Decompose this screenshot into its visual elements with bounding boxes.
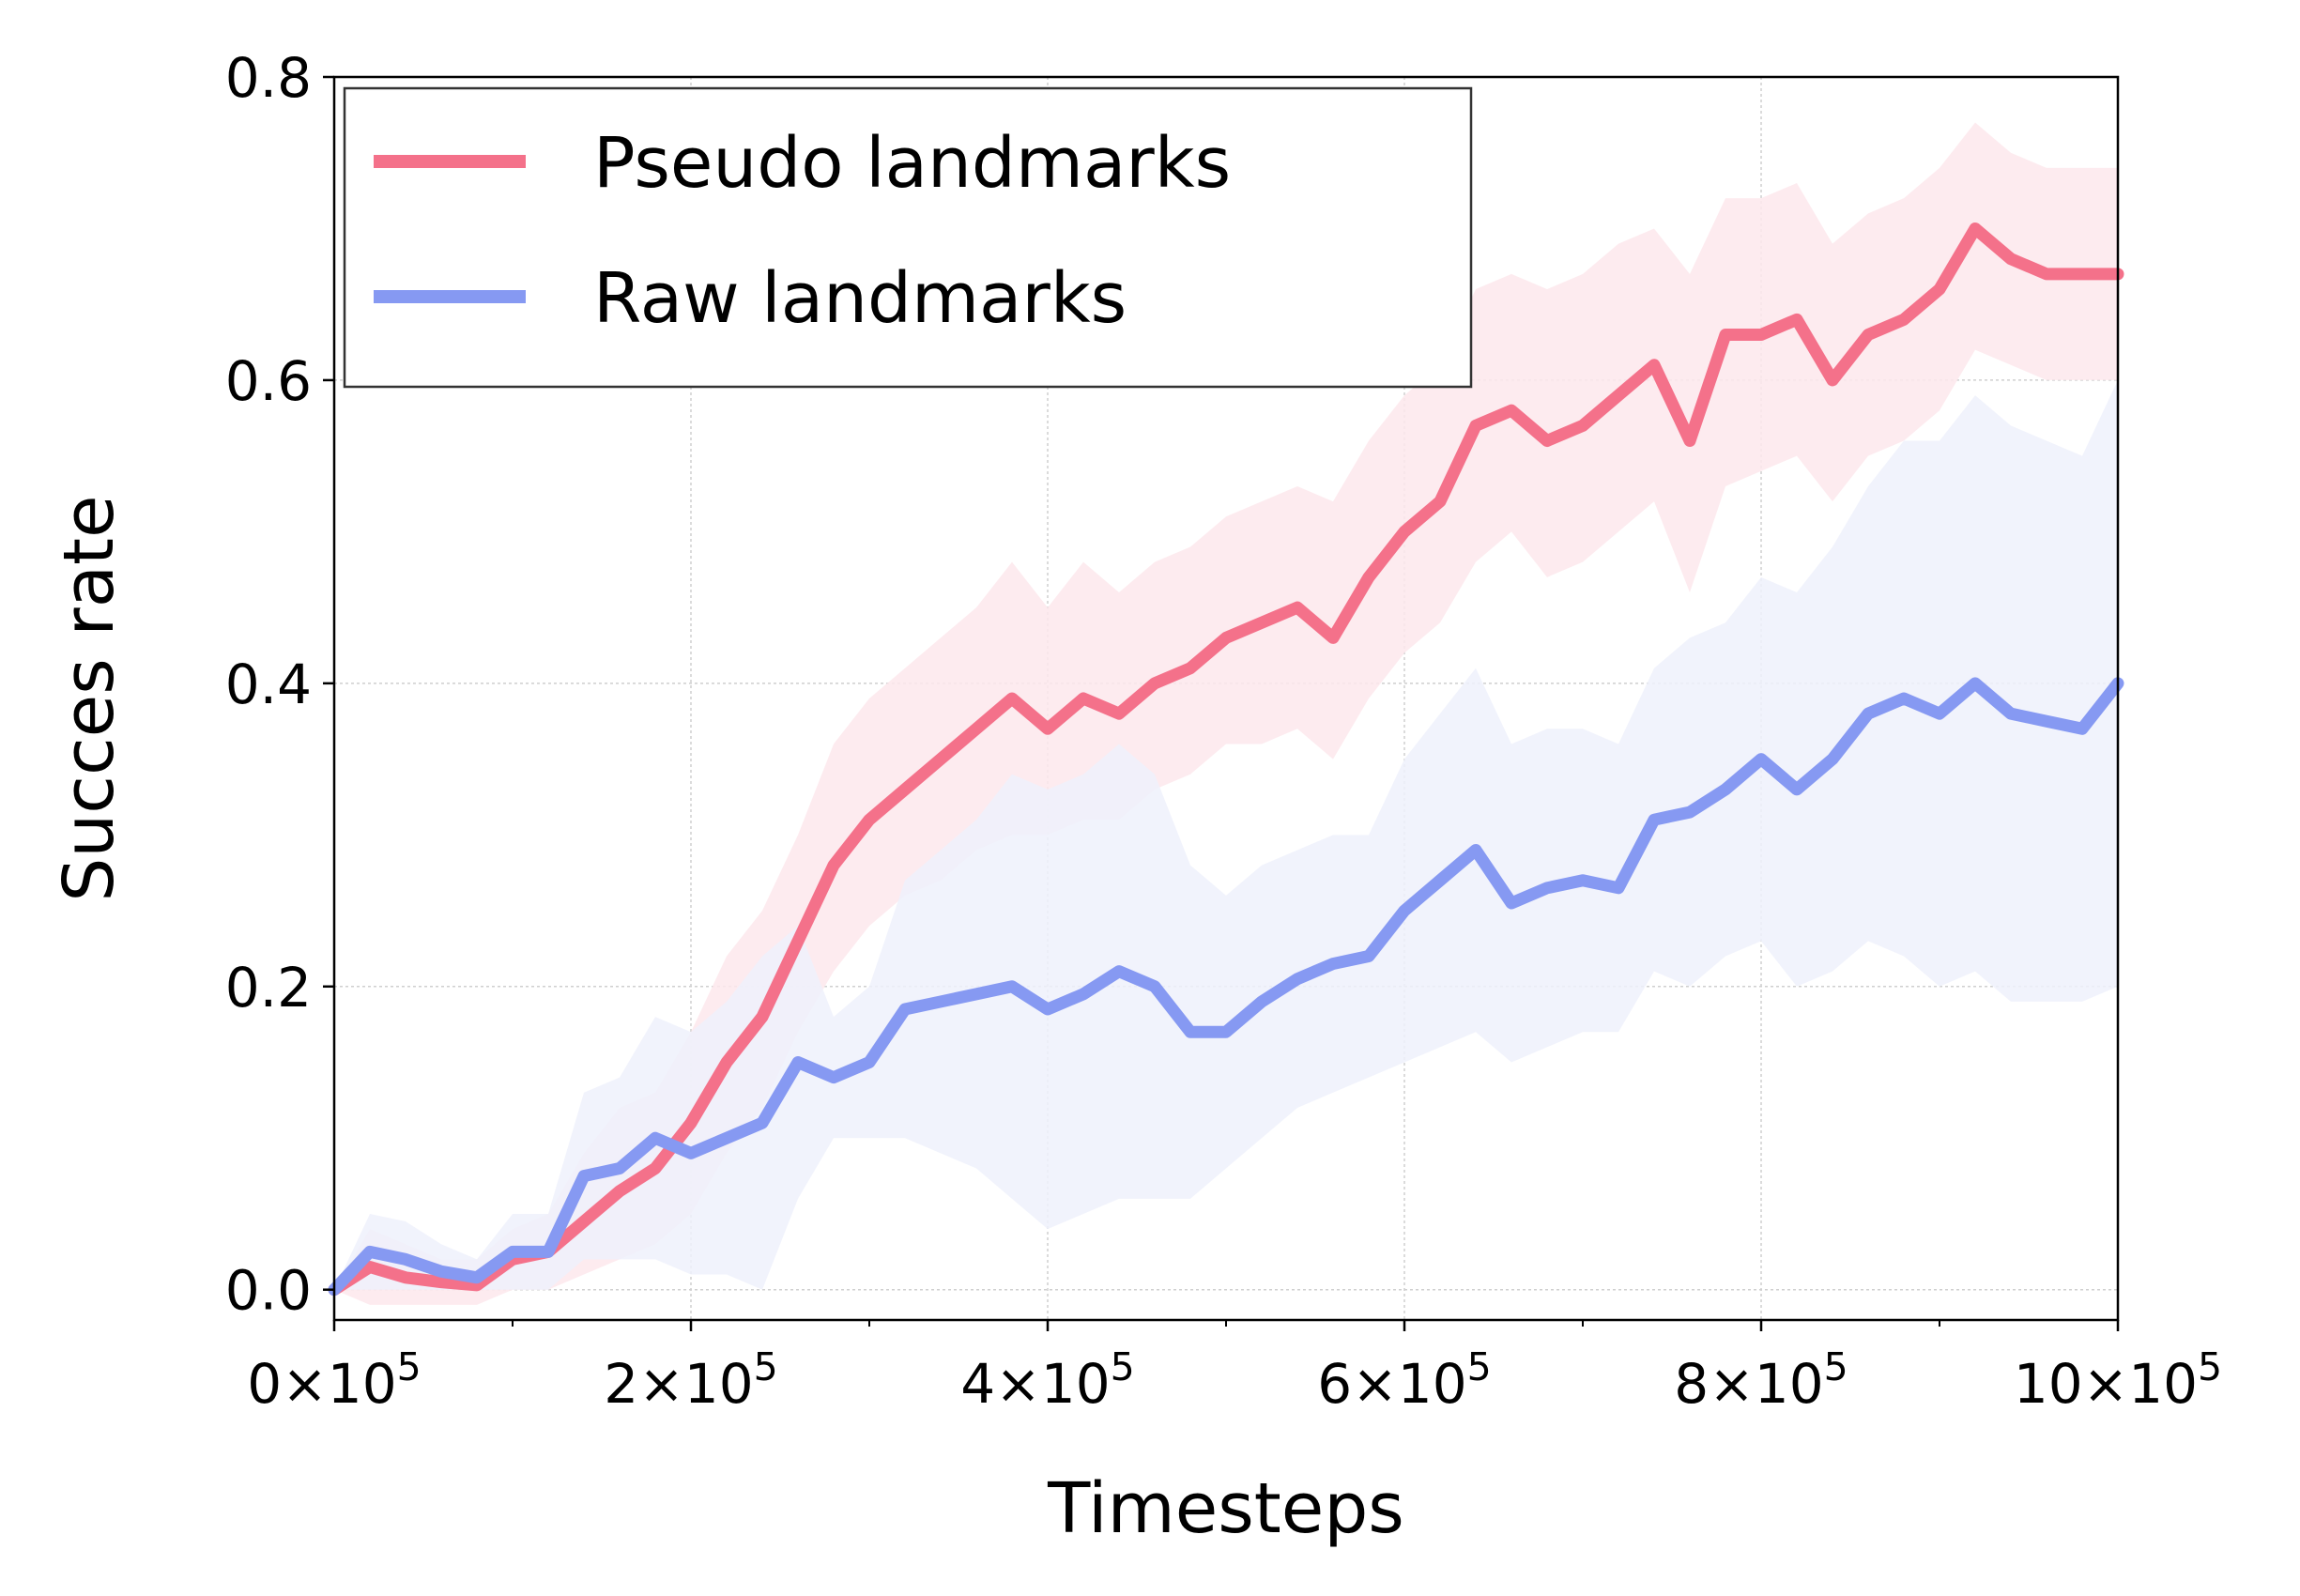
series-line-raw-landmarks: [328, 677, 2124, 1297]
y-tick-label: 0.2: [225, 956, 312, 1020]
x-axis-title: Timesteps: [1047, 1468, 1404, 1549]
x-tick-label: 6×105: [1317, 1344, 1491, 1416]
y-tick-label: 0.4: [225, 652, 312, 716]
legend-label-pseudo-landmarks: Pseudo landmarks: [593, 123, 1231, 204]
legend-box: [343, 86, 1473, 389]
legend: Pseudo landmarks Raw landmarks: [343, 86, 1473, 389]
y-axis-title: Succes rate: [49, 495, 130, 901]
confidence-band-raw-landmarks: [334, 379, 2118, 1290]
x-tick-label: 0×105: [247, 1344, 421, 1416]
axis-ticks: 0×105 2×105 4×105 6×105 8×105 10×105 0.0 0.2 0.4…: [225, 46, 2222, 1416]
y-tick-label: 0.8: [225, 46, 312, 110]
series-line-pseudo-landmarks: [328, 222, 2124, 1297]
x-tick-label: 2×105: [604, 1344, 777, 1416]
x-tick-label: 8×105: [1674, 1344, 1848, 1416]
series-lines: [328, 222, 2124, 1297]
confidence-bands: [334, 122, 2118, 1305]
x-tick-label: 10×105: [2014, 1344, 2222, 1416]
y-tick-label: 0.6: [225, 349, 312, 413]
y-tick-label: 0.0: [225, 1259, 312, 1323]
x-tick-label: 4×105: [960, 1344, 1134, 1416]
legend-label-raw-landmarks: Raw landmarks: [593, 258, 1127, 339]
